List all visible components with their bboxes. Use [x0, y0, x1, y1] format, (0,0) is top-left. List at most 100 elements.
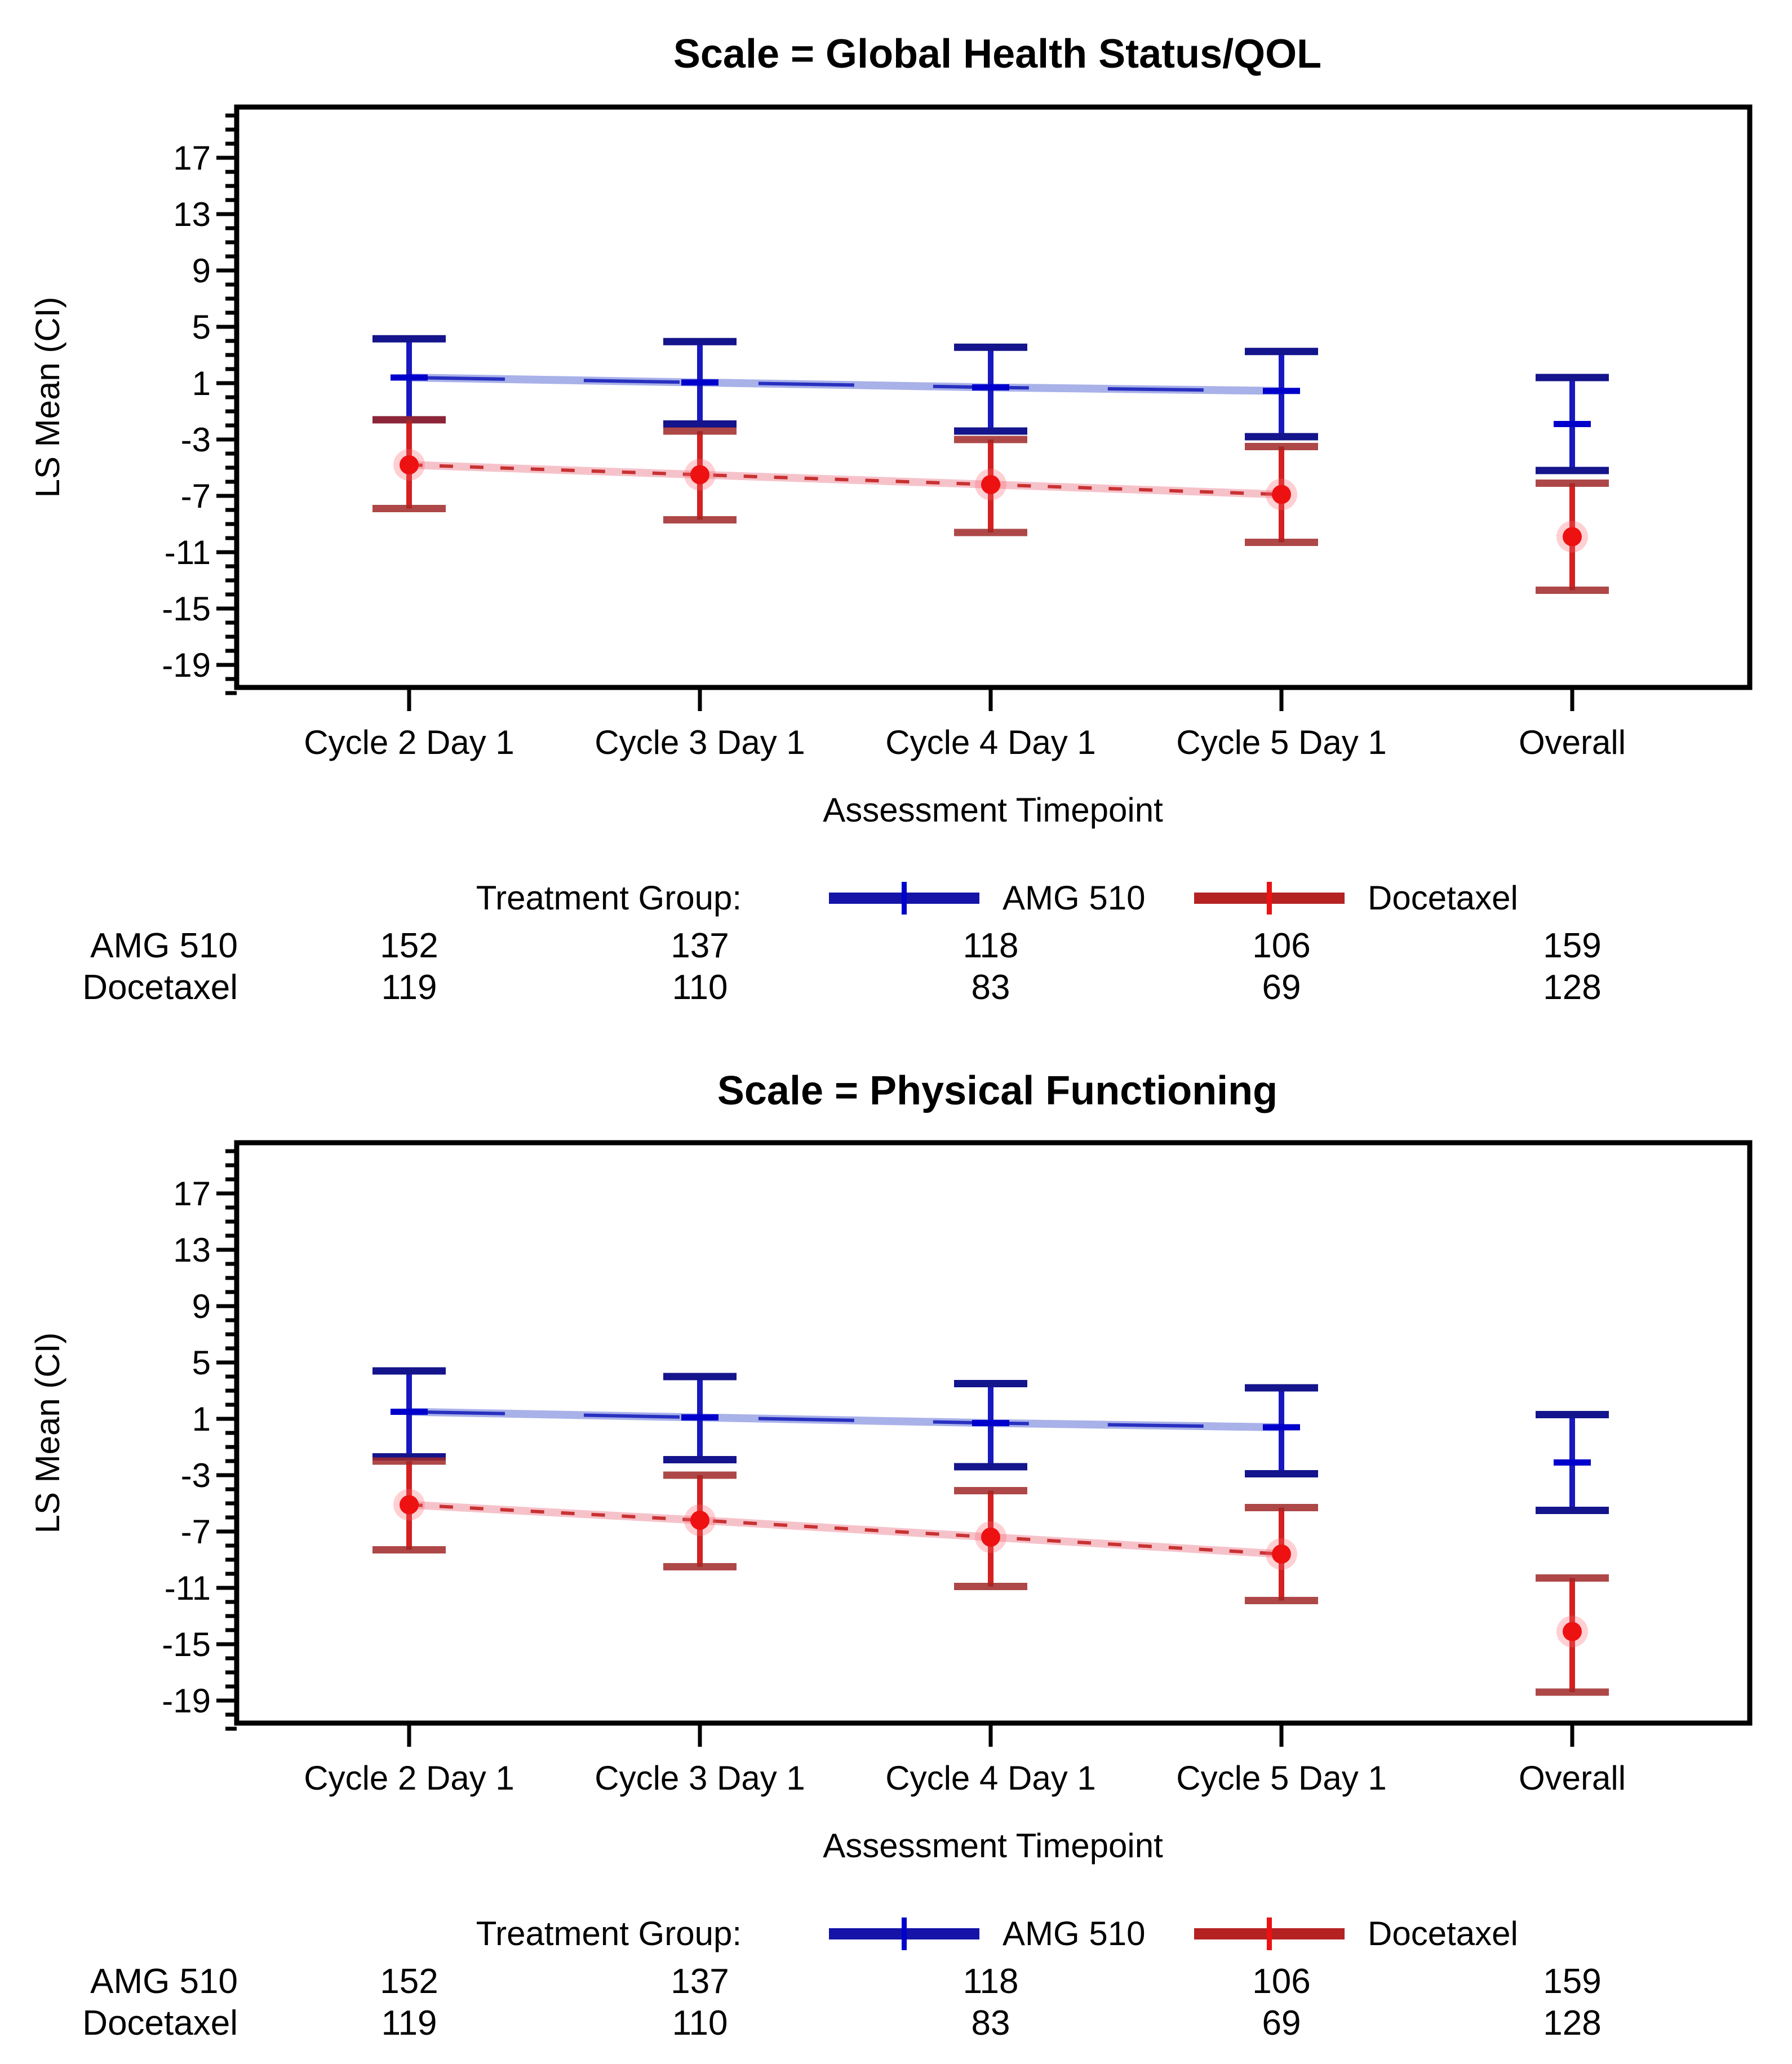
series-line-amg: [409, 376, 1282, 393]
error-bar-cap-upper-doc: [1536, 1574, 1609, 1582]
legend-entry-label: Docetaxel: [1368, 879, 1518, 917]
y-tick-label: -3: [181, 1457, 211, 1494]
mean-marker-plus-amg: [391, 374, 428, 381]
error-bar-cap-lower-doc: [1536, 587, 1609, 594]
table-cell-value: 118: [963, 926, 1019, 965]
y-tick-label: -3: [181, 421, 211, 459]
y-tick-label: 1: [192, 365, 211, 402]
table-cell-value: 159: [1543, 1962, 1601, 2001]
table-row-label: Docetaxel: [82, 968, 238, 1007]
table-cell-value: 137: [671, 926, 729, 965]
x-tick-label: Cycle 2 Day 1: [304, 723, 514, 761]
table-cell-value: 159: [1543, 926, 1601, 965]
error-bar-cap-lower-amg: [954, 427, 1027, 435]
error-bar-cap-upper-doc: [663, 1471, 737, 1479]
y-axis-title: LS Mean (CI): [29, 1333, 66, 1534]
y-tick-label: -7: [181, 477, 211, 515]
mean-marker-plus-amg: [1263, 1424, 1300, 1431]
error-bar-cap-lower-amg: [1245, 433, 1318, 441]
error-bar-cap-lower-amg: [954, 1463, 1027, 1471]
x-tick-label: Cycle 5 Day 1: [1176, 1759, 1386, 1797]
error-bar-cap-upper-amg: [372, 1367, 446, 1375]
x-tick-label: Cycle 3 Day 1: [595, 1759, 805, 1797]
error-bar-cap-upper-amg: [1536, 1411, 1609, 1418]
table-cell-value: 119: [382, 2004, 437, 2043]
legend-title: Treatment Group:: [476, 1915, 742, 1952]
mean-marker-plus-amg: [681, 379, 718, 386]
legend-sample-marker-amg: [902, 1917, 907, 1950]
y-tick-label: 13: [173, 1231, 211, 1269]
table-row-label: Docetaxel: [82, 2004, 238, 2043]
error-bar-cap-upper-amg: [1536, 374, 1609, 381]
error-bar-cap-lower-doc: [663, 1563, 737, 1570]
error-bar-cap-upper-amg: [1245, 348, 1318, 356]
error-bar-cap-lower-doc: [372, 1546, 446, 1553]
table-cell-value: 110: [672, 968, 728, 1007]
panel-global-health-status-qol: Scale = Global Health Status/QOL LS Mean …: [29, 32, 1753, 1007]
table-cell-value: 137: [671, 1962, 729, 2001]
mean-marker-doc: [400, 1495, 419, 1515]
table-row-label: AMG 510: [90, 1962, 238, 2001]
mean-marker-doc: [981, 1528, 1000, 1547]
mean-marker-doc: [981, 475, 1000, 494]
mean-marker-plus-amg: [681, 1414, 718, 1421]
series-line-doc: [409, 1503, 1282, 1556]
mean-marker-doc: [1563, 527, 1582, 547]
x-tick-label: Cycle 4 Day 1: [885, 1759, 1095, 1797]
y-tick-label: -19: [162, 1682, 211, 1720]
error-bar-cap-lower-doc: [663, 516, 737, 523]
table-cell-value: 106: [1252, 1962, 1310, 2001]
error-bar-cap-upper-doc: [954, 1487, 1027, 1494]
mean-marker-doc: [690, 465, 709, 485]
y-tick-label: 5: [192, 1344, 211, 1382]
series-line-doc: [409, 463, 1282, 496]
error-bar-cap-upper-amg: [1245, 1384, 1318, 1392]
error-bar-cap-lower-doc: [372, 505, 446, 512]
x-tick-label: Overall: [1519, 723, 1626, 761]
error-bar-cap-lower-doc: [954, 1583, 1027, 1590]
x-tick-label: Cycle 2 Day 1: [304, 1759, 514, 1797]
legend-entry-label: AMG 510: [1003, 1915, 1145, 1952]
mean-marker-plus-amg: [972, 384, 1009, 390]
chart-svg-1: Scale = Physical Functioning LS Mean (CI)…: [29, 1068, 1753, 2043]
legend-sample-marker-doc: [1267, 1917, 1272, 1950]
error-bar-cap-lower-doc: [1536, 1688, 1609, 1696]
error-bar-cap-upper-doc: [954, 436, 1027, 443]
error-bar-cap-upper-doc: [1245, 1504, 1318, 1511]
x-tick-label: Cycle 4 Day 1: [885, 723, 1095, 761]
table-cell-value: 110: [672, 2004, 728, 2043]
table-cell-value: 106: [1252, 926, 1310, 965]
error-bar-cap-lower-amg: [663, 420, 737, 428]
series-line-amg: [409, 1410, 1282, 1429]
table-cell-value: 69: [1262, 2004, 1301, 2043]
mean-marker-plus-amg: [391, 1409, 428, 1415]
error-bar-cap-lower-amg: [1245, 1470, 1318, 1477]
table-cell-value: 118: [963, 1962, 1019, 2001]
legend-entry-label: AMG 510: [1003, 879, 1145, 917]
mean-marker-plus-amg: [1263, 388, 1300, 394]
y-tick-label: -7: [181, 1513, 211, 1551]
table-cell-value: 128: [1543, 2004, 1601, 2043]
mean-marker-doc: [690, 1511, 709, 1530]
table-row-label: AMG 510: [90, 926, 238, 965]
mean-marker-plus-amg: [972, 1420, 1009, 1426]
mean-marker-doc: [1272, 1544, 1291, 1564]
chart-title: Scale = Physical Functioning: [717, 1068, 1278, 1113]
y-tick-label: 1: [192, 1400, 211, 1438]
error-bar-cap-lower-amg: [1536, 467, 1609, 474]
error-bar-cap-upper-amg: [663, 338, 737, 345]
error-bar-cap-lower-doc: [954, 529, 1027, 536]
table-cell-value: 152: [380, 1962, 438, 2001]
error-bar-cap-lower-amg: [663, 1456, 737, 1463]
table-cell-value: 152: [380, 926, 438, 965]
mean-marker-doc: [1272, 485, 1291, 504]
chart-svg-0: Scale = Global Health Status/QOL LS Mean …: [29, 32, 1753, 1007]
panel-physical-functioning: Scale = Physical Functioning LS Mean (CI)…: [0, 1037, 1792, 2064]
x-axis-title: Assessment Timepoint: [823, 1827, 1163, 1865]
error-bar-cap-upper-doc: [1245, 443, 1318, 450]
error-bar-cap-upper-amg: [954, 343, 1027, 351]
error-bar-cap-upper-amg: [954, 1380, 1027, 1387]
y-tick-label: -15: [162, 1626, 211, 1663]
table-cell-value: 119: [382, 968, 437, 1007]
